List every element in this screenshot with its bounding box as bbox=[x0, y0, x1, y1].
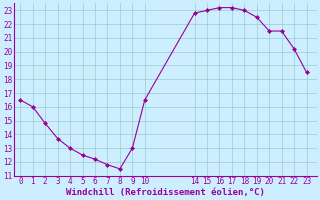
X-axis label: Windchill (Refroidissement éolien,°C): Windchill (Refroidissement éolien,°C) bbox=[66, 188, 265, 197]
